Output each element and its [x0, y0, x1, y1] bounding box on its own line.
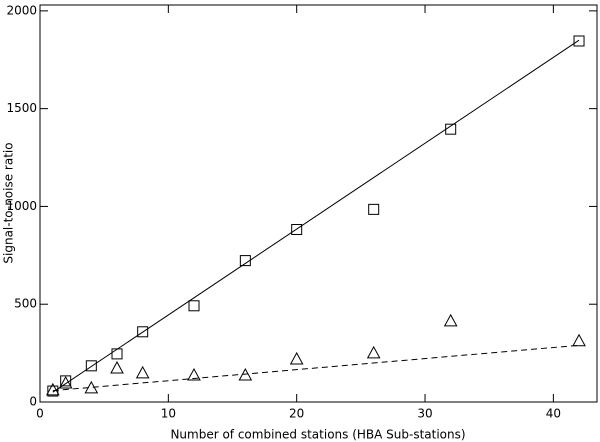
- square-point: [85, 360, 97, 372]
- y-tick-label: 1500: [6, 101, 37, 115]
- x-tick-label: 10: [161, 407, 176, 421]
- x-tick-label: 0: [36, 407, 44, 421]
- plot-frame: [39, 4, 598, 403]
- square-point: [291, 224, 303, 236]
- triangle-point: [572, 333, 586, 347]
- triangle-point: [58, 375, 73, 389]
- square-point: [188, 300, 200, 312]
- triangle-point: [45, 382, 60, 396]
- y-tick-label: 500: [14, 297, 37, 311]
- y-tick-label: 1000: [6, 199, 37, 213]
- triangle-point: [187, 367, 201, 381]
- triangle-point: [443, 313, 458, 327]
- y-tick-label: 2000: [6, 3, 37, 17]
- triangle-point: [289, 351, 304, 365]
- square-point: [137, 326, 149, 338]
- square-point: [368, 203, 380, 215]
- y-axis-label: Signal-to-noise ratio: [2, 142, 16, 263]
- y-tick-label: 0: [29, 395, 37, 409]
- square-point: [573, 35, 585, 47]
- fit-line: [52, 39, 580, 393]
- triangle-point: [366, 345, 381, 359]
- triangle-point: [135, 365, 150, 379]
- x-tick-label: 20: [289, 407, 304, 421]
- x-tick-label: 40: [546, 407, 561, 421]
- x-axis-label: Number of combined stations (HBA Sub-sta…: [170, 428, 465, 442]
- x-tick-label: 30: [417, 407, 432, 421]
- square-point: [47, 385, 59, 397]
- square-point: [111, 348, 123, 360]
- fit-line: [52, 344, 580, 392]
- triangle-point: [110, 360, 124, 374]
